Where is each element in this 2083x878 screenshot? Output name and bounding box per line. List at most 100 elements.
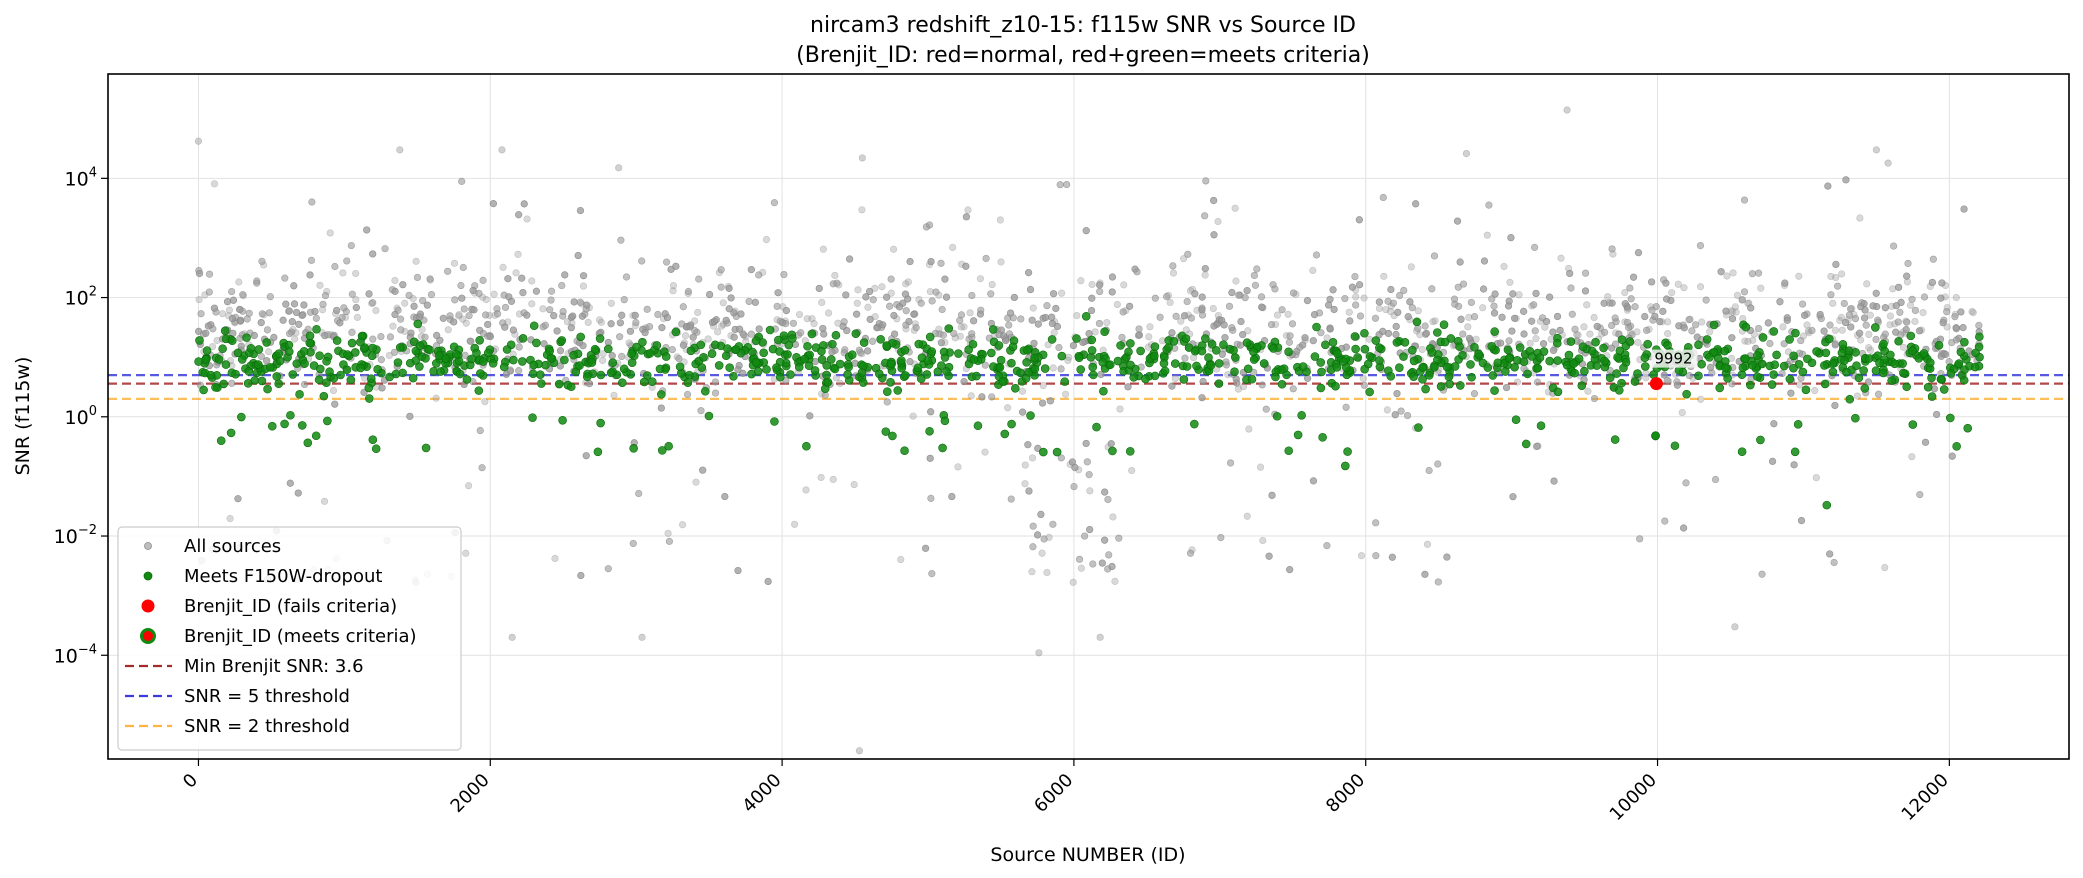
point-all-sources [1749, 336, 1757, 344]
point-all-sources [616, 319, 624, 327]
point-all-sources [1692, 321, 1700, 329]
point-all-sources [709, 322, 718, 330]
point-all-sources [1647, 303, 1655, 311]
point-all-sources [1096, 287, 1104, 296]
point-all-sources [1001, 335, 1010, 343]
point-all-sources [1831, 341, 1839, 349]
point-all-sources [1214, 312, 1222, 320]
point-f150w-dropout [1617, 378, 1626, 388]
point-all-sources [773, 316, 781, 324]
point-all-sources [928, 570, 936, 578]
point-all-sources [635, 489, 643, 498]
point-all-sources [897, 555, 905, 564]
point-all-sources [331, 262, 339, 271]
point-all-sources [966, 309, 974, 317]
point-all-sources [300, 380, 309, 389]
point-f150w-dropout [770, 417, 779, 426]
x-tick-label: 10000 [1606, 770, 1661, 825]
point-all-sources [1573, 331, 1581, 339]
point-all-sources [515, 310, 524, 318]
point-all-sources [286, 479, 294, 487]
point-f150w-dropout [1578, 342, 1588, 352]
point-all-sources [519, 288, 527, 297]
y-tick-label: 100 [65, 404, 97, 429]
point-all-sources [333, 306, 341, 315]
point-all-sources [1135, 325, 1143, 333]
point-all-sources [1019, 408, 1027, 416]
point-all-sources [683, 390, 692, 399]
point-all-sources [1711, 475, 1720, 484]
point-all-sources [1183, 297, 1191, 306]
point-f150w-dropout [1072, 334, 1081, 343]
point-all-sources [1244, 327, 1252, 335]
point-f150w-dropout [900, 446, 909, 456]
point-all-sources [245, 309, 253, 317]
point-all-sources [413, 273, 422, 282]
point-all-sources [1711, 475, 1720, 484]
point-all-sources [1611, 340, 1620, 348]
point-all-sources [780, 270, 788, 279]
point-all-sources [978, 393, 986, 401]
point-all-sources [1902, 317, 1910, 325]
point-all-sources [938, 305, 946, 314]
point-all-sources [1028, 316, 1036, 324]
point-f150w-dropout [988, 325, 998, 334]
point-all-sources [1326, 325, 1334, 333]
point-all-sources [515, 211, 523, 219]
point-all-sources [1717, 268, 1725, 276]
point-all-sources [459, 315, 467, 323]
point-f150w-dropout [1591, 337, 1600, 347]
point-all-sources [1156, 313, 1164, 321]
point-all-sources [1393, 389, 1401, 398]
point-all-sources [1225, 302, 1234, 310]
point-all-sources [393, 304, 401, 312]
point-all-sources [1485, 201, 1493, 209]
point-all-sources [518, 274, 526, 282]
point-all-sources [1434, 460, 1442, 468]
point-all-sources [1557, 254, 1565, 262]
point-all-sources [1086, 487, 1094, 495]
point-f150w-dropout [1092, 422, 1101, 432]
point-f150w-dropout [1748, 360, 1757, 370]
point-f150w-dropout [1474, 349, 1483, 359]
point-all-sources [902, 325, 910, 333]
point-all-sources [515, 343, 523, 351]
point-all-sources [719, 299, 727, 307]
point-all-sources [482, 311, 490, 319]
point-all-sources [484, 320, 492, 329]
point-all-sources [1827, 272, 1835, 281]
point-all-sources [292, 308, 301, 317]
point-all-sources [1612, 318, 1620, 326]
point-all-sources [1198, 394, 1206, 402]
point-f150w-dropout [1599, 343, 1608, 353]
point-all-sources [658, 324, 666, 332]
point-all-sources [450, 318, 458, 326]
point-all-sources [853, 310, 861, 318]
point-all-sources [515, 211, 523, 219]
point-all-sources [735, 325, 744, 333]
point-all-sources [1342, 343, 1350, 351]
point-all-sources [1528, 302, 1536, 310]
point-f150w-dropout [1444, 372, 1454, 382]
point-all-sources [236, 316, 245, 324]
point-f150w-dropout [1412, 317, 1422, 327]
point-all-sources [1384, 329, 1393, 338]
point-all-sources [1091, 328, 1099, 336]
point-all-sources [1623, 302, 1631, 311]
point-all-sources [1532, 335, 1540, 343]
point-all-sources [717, 283, 725, 291]
point-all-sources [817, 473, 825, 482]
point-all-sources [1634, 338, 1642, 347]
point-f150w-dropout [226, 428, 236, 438]
point-all-sources [1082, 227, 1090, 235]
point-all-sources [1414, 307, 1422, 315]
point-all-sources [734, 566, 742, 575]
point-all-sources [352, 296, 360, 304]
point-f150w-dropout [1946, 369, 1956, 378]
point-f150w-dropout [368, 343, 377, 353]
point-f150w-dropout [859, 361, 868, 371]
point-all-sources [410, 302, 418, 310]
point-all-sources [1108, 273, 1117, 281]
point-f150w-dropout [1124, 347, 1133, 357]
x-tick-label: 4000 [738, 770, 785, 817]
